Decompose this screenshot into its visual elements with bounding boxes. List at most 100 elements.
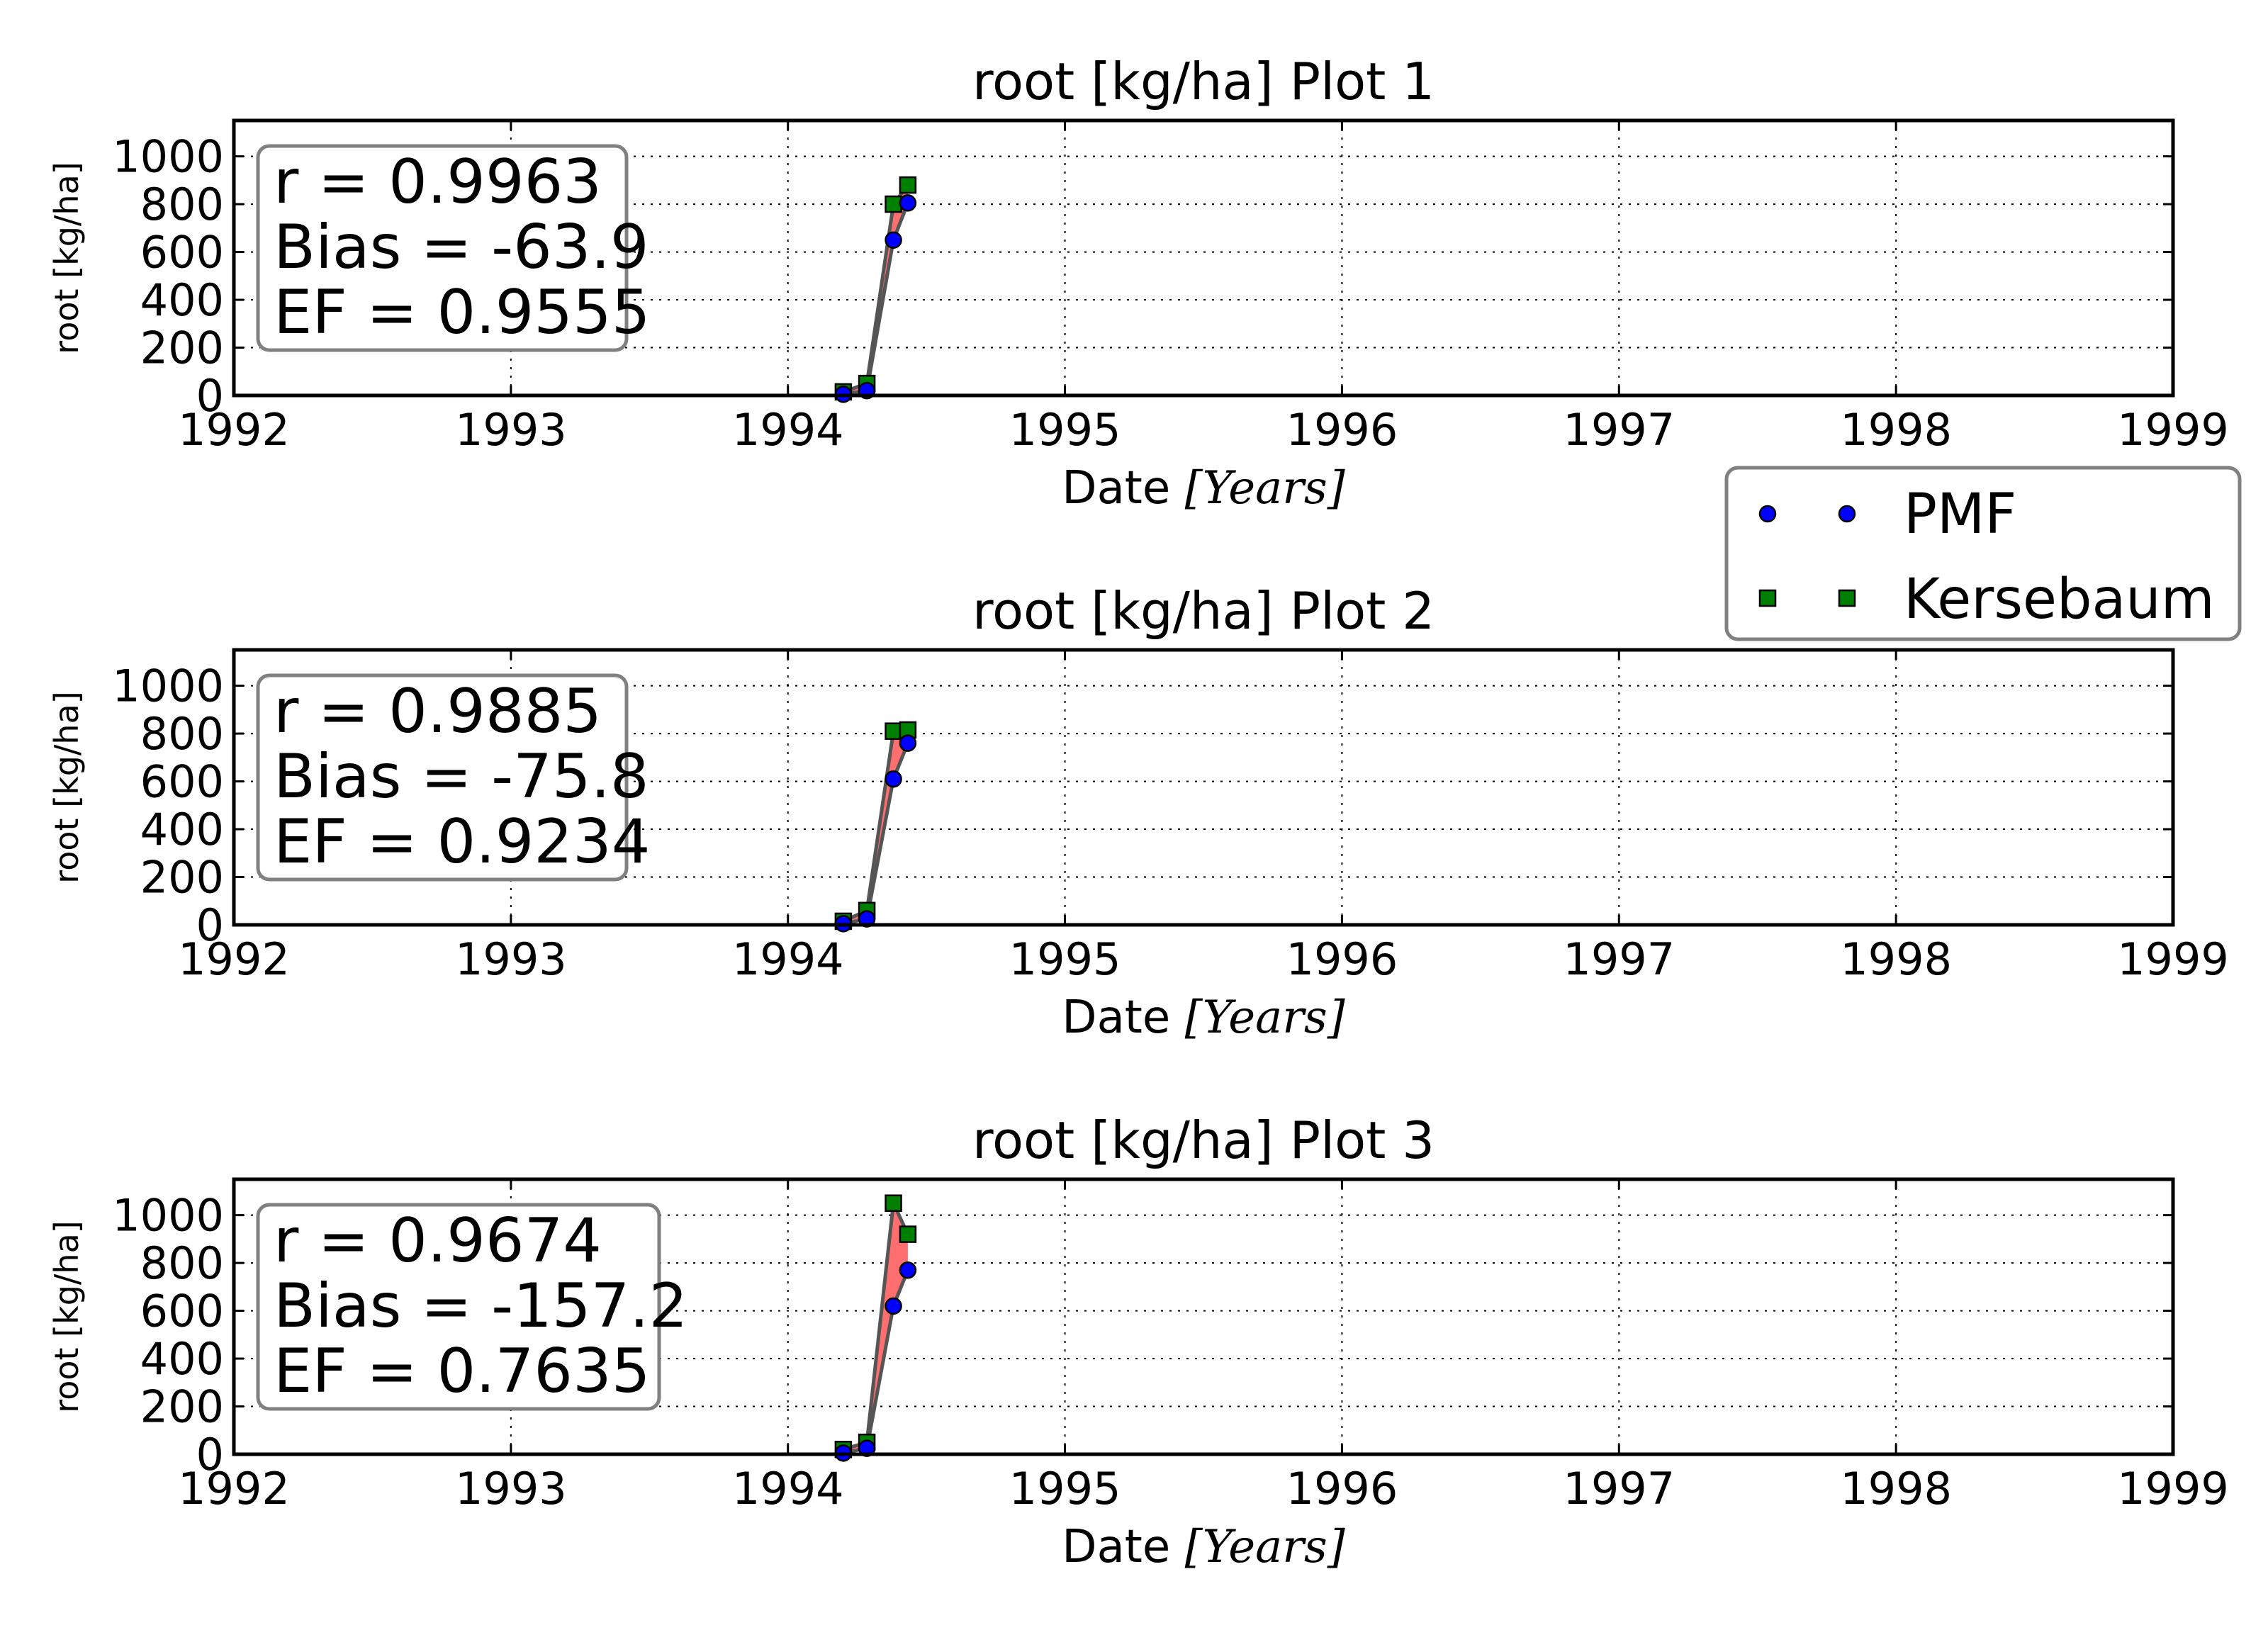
data-point-kersebaum [885,722,902,740]
data-point-pmf [885,231,902,249]
x-tick-label: 1998 [1840,933,1952,985]
x-tick-label: 1992 [178,404,290,456]
x-axis-label-unit: [Years] [1185,1521,1346,1573]
y-tick-label: 0 [196,1429,224,1480]
x-axis-label-name: Date [1062,1521,1184,1573]
data-point-kersebaum [899,1225,917,1243]
data-point-pmf [885,1297,902,1315]
stat-bias: Bias = -63.9 [274,212,649,283]
y-tick-label: 800 [140,179,224,230]
y-tick-label: 200 [140,1381,224,1433]
x-tick-label: 1992 [178,1463,290,1514]
x-tick-label: 1996 [1286,404,1398,456]
x-tick-label: 1998 [1840,1463,1952,1514]
data-point-pmf [899,1261,917,1279]
x-tick-label: 1994 [732,1463,844,1514]
charts-container: root [kg/ha] Plot 1 1992 1993 1994 1995 1996 1… [47,52,2229,1573]
x-tick-label: 1994 [732,404,844,456]
legend-label-pmf: PMF [1904,483,2016,546]
stat-bias: Bias = -75.8 [274,741,649,812]
y-tick-label: 1000 [112,131,224,183]
axes-frame [232,118,2175,398]
y-axis-label: root [kg/ha] [47,162,86,354]
series-line-pmf [843,742,910,926]
chart-title: root [kg/ha] Plot 3 [972,1111,1435,1170]
x-tick-label: 1996 [1286,1463,1398,1514]
chart-title: root [kg/ha] Plot 2 [972,581,1435,641]
x-tick-label: 1999 [2117,933,2229,985]
legend-marker-pmf [1838,505,1856,523]
y-tick-label: 0 [196,370,224,422]
y-tick-label: 400 [140,804,224,855]
x-tick-label: 1995 [1009,933,1121,985]
data-point-pmf [858,910,876,928]
x-tick-label: 1999 [2117,1463,2229,1514]
x-axis-label: Date [Years] [1062,1521,1345,1573]
x-axis-label-unit: [Years] [1185,991,1346,1044]
stats-frame [256,1203,661,1411]
stat-ef: EF = 0.9234 [274,806,650,877]
y-tick-label: 200 [140,852,224,904]
series-line-pmf [843,202,910,396]
stats-frame [256,673,629,882]
stat-bias: Bias = -157.2 [274,1271,687,1342]
x-tick-label: 1995 [1009,1463,1121,1514]
x-tick-label: 1999 [2117,404,2229,456]
data-point-pmf [885,770,902,788]
x-tick-label: 1994 [732,933,844,985]
difference-area [843,1203,908,1454]
stat-ef: EF = 0.9555 [274,277,650,348]
data-point-kersebaum [885,195,902,213]
data-point-kersebaum [885,1194,902,1212]
y-tick-label: 400 [140,274,224,326]
series-line-kersebaum [843,184,909,394]
stat-r: r = 0.9885 [274,676,602,747]
x-axis-label-name: Date [1062,462,1184,515]
legend-marker-kersebaum [1838,589,1856,607]
chart-1: root [kg/ha] Plot 1 1992 1993 1994 1995 1996 1… [47,52,2229,515]
x-tick-label: 1993 [455,404,567,456]
x-axis-label-name: Date [1062,991,1184,1044]
data-point-pmf [899,734,917,752]
legend-marker-pmf [1758,505,1777,523]
y-axis-label: root [kg/ha] [47,691,86,883]
chart-title: root [kg/ha] Plot 1 [972,52,1435,111]
data-point-pmf [858,1439,876,1457]
x-tick-label: 1996 [1286,933,1398,985]
y-tick-label: 0 [196,899,224,951]
stat-r: r = 0.9963 [274,147,602,218]
legend: PMF Kersebaum [1724,466,2242,641]
x-axis-label: Date [Years] [1062,462,1345,515]
chart-2: root [kg/ha] Plot 2 1992 1993 1994 1995 1996 1… [47,581,2229,1044]
y-tick-label: 400 [140,1333,224,1385]
x-tick-label: 1998 [1840,404,1952,456]
stats-frame [256,144,629,352]
x-tick-label: 1997 [1563,933,1675,985]
y-tick-label: 800 [140,708,224,760]
series-line-kersebaum [843,1196,910,1451]
x-axis-label: Date [Years] [1062,991,1345,1044]
x-tick-label: 1992 [178,933,290,985]
y-tick-label: 600 [140,1286,224,1337]
x-tick-label: 1995 [1009,404,1121,456]
axes-frame [232,1177,2175,1456]
x-tick-label: 1993 [455,1463,567,1514]
y-tick-label: 600 [140,756,224,808]
x-tick-label: 1993 [455,933,567,985]
x-axis-label-unit: [Years] [1185,462,1346,515]
x-tick-label: 1997 [1563,1463,1675,1514]
y-tick-label: 1000 [112,1190,224,1242]
y-tick-label: 200 [140,322,224,374]
chart-3: root [kg/ha] Plot 3 1992 1993 1994 1995 1996 1… [47,1111,2229,1573]
x-tick-label: 1997 [1563,404,1675,456]
y-tick-label: 1000 [112,661,224,712]
legend-label-kersebaum: Kersebaum [1904,568,2215,631]
y-axis-label: root [kg/ha] [47,1220,86,1412]
data-point-pmf [899,194,917,212]
y-tick-label: 600 [140,227,224,279]
y-tick-label: 800 [140,1237,224,1289]
